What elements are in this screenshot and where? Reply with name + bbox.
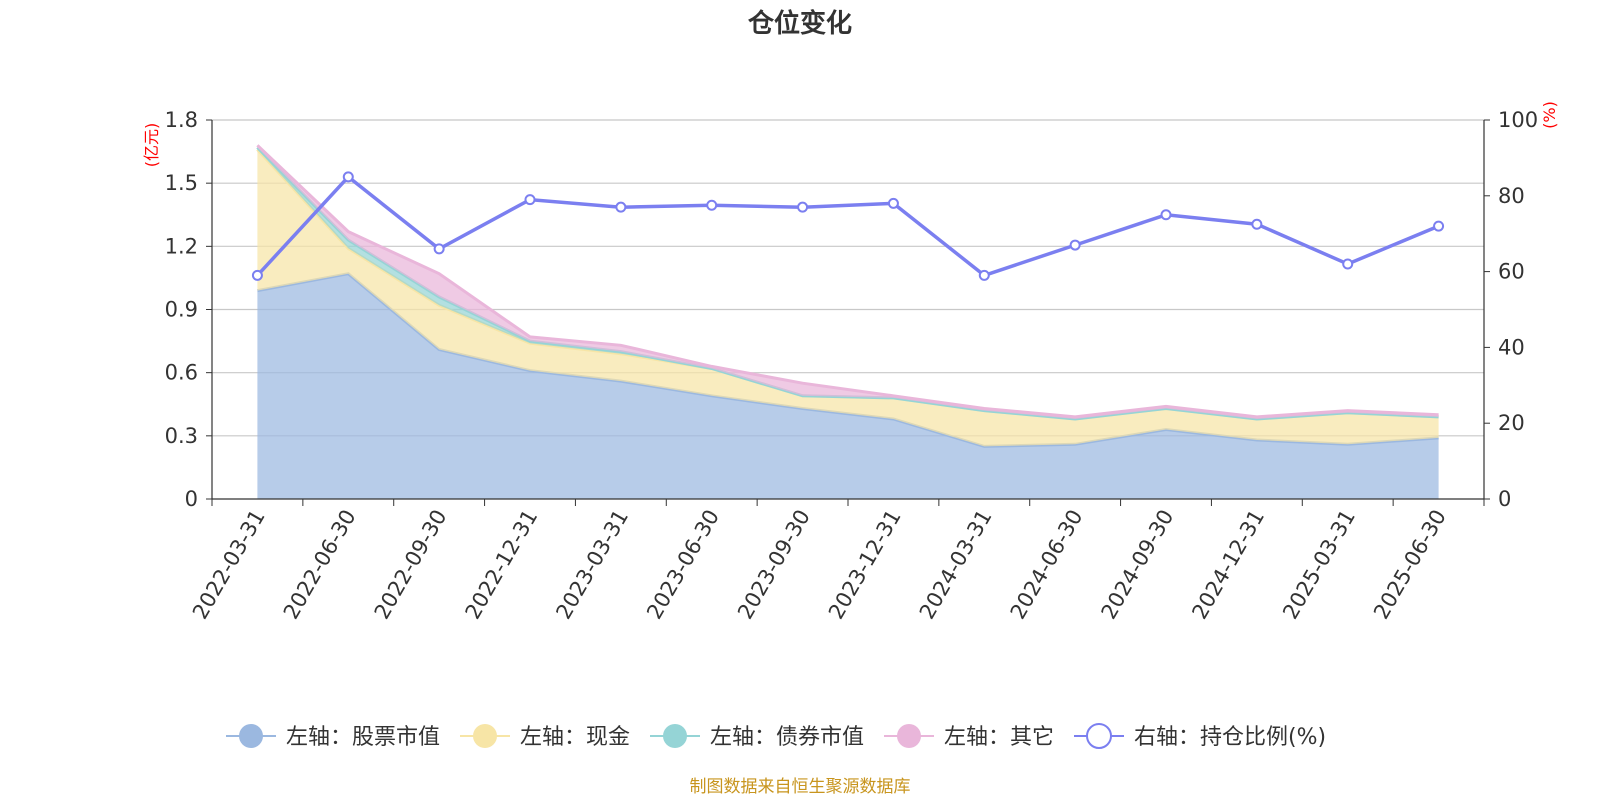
ratio-point [978,269,990,281]
left-tick-label: 0 [185,487,198,511]
area-edge-左轴：其它 [256,144,1439,419]
x-tick-label: 2024-09-30 [1097,506,1179,624]
right-tick-label: 60 [1498,260,1525,284]
legend[interactable]: 左轴：股票市值 左轴：现金 左轴：债券市值 左轴：其它 右轴：持仓比例(%) [226,723,1326,750]
x-tick-label: 2025-06-30 [1369,506,1451,624]
ratio-point [615,201,627,213]
x-tick-label: 2024-06-30 [1006,506,1088,624]
legend-label: 左轴：债券市值 [710,725,864,750]
x-tick-label: 2024-12-31 [1187,506,1269,624]
right-tick-label: 100 [1498,108,1538,132]
ratio-point [433,243,445,255]
ratio-line-path [256,174,1440,278]
legend-marker [239,724,263,748]
left-tick-label: 1.5 [165,171,198,195]
area-edge-左轴：债券市值 [256,146,1439,421]
ratio-point [342,171,354,183]
right-tick-label: 20 [1498,411,1525,435]
right-tick-label: 0 [1498,487,1511,511]
legend-marker [1086,723,1112,749]
x-tick-label: 2023-09-30 [733,506,815,624]
position-ratio-line [251,171,1445,281]
legend-label: 右轴：持仓比例(%) [1134,725,1326,750]
left-tick-label: 1.8 [165,108,198,132]
ratio-point [1069,239,1081,251]
x-tick-label: 2022-06-30 [279,506,361,624]
left-tick-label: 0.6 [165,361,198,385]
source-note: 制图数据来自恒生聚源数据库 [690,777,911,797]
area-左轴：股票市值 [257,273,1439,499]
legend-label: 左轴：其它 [944,725,1054,750]
ratio-point [1160,209,1172,221]
legend-marker [473,724,497,748]
area-左轴：现金 [257,149,1439,447]
left-tick-label: 1.2 [165,234,198,258]
x-tick-label: 2022-12-31 [461,506,543,624]
legend-marker [663,724,687,748]
x-tick-label: 2023-12-31 [824,506,906,624]
x-tick-label: 2022-03-31 [188,506,270,624]
legend-item[interactable]: 左轴：现金 [460,724,630,750]
legend-item[interactable]: 左轴：其它 [884,724,1054,750]
ratio-point [251,269,263,281]
left-axis-unit: (亿元) [142,123,161,168]
legend-item[interactable]: 右轴：持仓比例(%) [1074,723,1326,750]
ratio-point [797,201,809,213]
right-tick-label: 80 [1498,184,1525,208]
x-tick-label: 2022-09-30 [370,505,452,623]
left-tick-label: 0.9 [165,298,198,322]
ratio-point [1251,218,1263,230]
ratio-point [706,199,718,211]
legend-item[interactable]: 左轴：股票市值 [226,724,440,750]
legend-label: 左轴：股票市值 [286,725,440,750]
legend-item[interactable]: 左轴：债券市值 [650,724,864,750]
x-tick-label: 2024-03-31 [915,505,997,623]
x-tick-label: 2023-03-31 [551,506,633,624]
x-tick-label: 2023-06-30 [642,506,724,624]
legend-marker [897,724,921,748]
stacked-areas [256,144,1439,499]
ratio-point [887,197,899,209]
chart-title: 仓位变化 [747,8,852,39]
left-tick-label: 0.3 [165,424,198,448]
ratio-point [1342,258,1354,270]
x-tick-label: 2025-03-31 [1278,506,1360,624]
right-axis-unit: (%) [1540,101,1559,129]
ratio-point [524,194,536,206]
legend-label: 左轴：现金 [520,725,630,750]
ratio-point [1433,220,1445,232]
right-tick-label: 40 [1498,335,1525,359]
